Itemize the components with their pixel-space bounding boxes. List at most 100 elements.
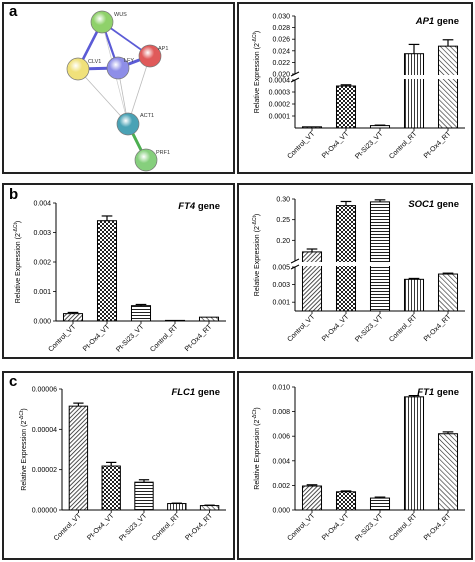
chart-title-gene: FT4: [178, 201, 196, 212]
chart-title: SOC1 gene: [408, 199, 459, 210]
bar-pt-ox4-vt: [335, 491, 357, 511]
x-tick-label: Pt-Si23_VT: [115, 323, 146, 354]
panel-c-flc1: [2, 371, 235, 560]
bar-pt-si23-vt: [130, 305, 152, 322]
x-tick-label: Pt-Ox4_VT: [86, 512, 116, 542]
y-axis-label: Relative Expression (2-ΔCt): [252, 214, 261, 296]
protein-network: WUS CLV1 LFY AP1 ACT1 PRF1: [66, 10, 170, 172]
bar-pt-si23-vt: [369, 497, 391, 511]
bar-pt-ox4-rt: [199, 505, 220, 511]
x-tick-label: Pt-Si23_VT: [354, 512, 385, 543]
axis-break-gap: [296, 262, 466, 266]
chart-title-suffix: gene: [434, 387, 459, 398]
edge-ap1-act1: [127, 55, 151, 125]
y-tick-label: 0.002: [33, 260, 51, 267]
bar-control-vt: [301, 126, 323, 129]
x-tick-label: Control_RT: [388, 130, 419, 161]
network-node-clv1: CLV1: [66, 57, 101, 81]
ft4-gene-chart: FT4 gene Relative Expression (2-ΔCt) 0.004…: [13, 201, 226, 354]
bar-control-rt: [403, 278, 425, 312]
network-node-wus: WUS: [90, 10, 127, 34]
ap1-gene-chart: AP1 gene Relative Expression (2-ΔCt) 0.030…: [252, 14, 466, 161]
chart-title-gene: FT1: [417, 387, 434, 398]
bar-pt-si23-vt: [369, 201, 391, 312]
x-tick-label: Control_VT: [53, 512, 83, 542]
chart-title-gene: SOC1: [408, 199, 434, 210]
y-tick-label: 0.010: [272, 385, 290, 392]
y-tick-label: 0.001: [272, 300, 290, 307]
panel-c-ft1: [237, 371, 473, 560]
flc1-gene-chart: FLC1 gene Relative Expression (2-ΔCt) 0.00…: [19, 387, 226, 543]
x-tick-label: Control_VT: [286, 130, 316, 160]
x-tick-label: Control_VT: [286, 313, 316, 343]
bar-pt-ox4-rt: [437, 45, 459, 129]
panel-b-ft4: [2, 183, 235, 359]
bar-control-rt: [403, 396, 425, 511]
network-node-ap1-label: AP1: [158, 46, 168, 52]
x-tick-label: Pt-Si23_VT: [354, 130, 385, 161]
x-tick-label: Pt-Ox4_VT: [82, 323, 112, 353]
y-tick-label: 0.000: [272, 508, 290, 515]
y-axis-label: Relative Expression (2-ΔCt): [19, 408, 28, 490]
network-node-act1: ACT1: [116, 112, 154, 136]
chart-title: AP1 gene: [415, 16, 459, 27]
y-tick-label: 0.0003: [269, 90, 291, 97]
y-tick-label: 0.030: [272, 14, 290, 21]
bar-control-vt: [301, 251, 323, 312]
x-tick-label: Pt-Ox4_RT: [423, 512, 453, 542]
y-tick-label: 0.000: [33, 319, 51, 326]
axis-break-mark: [290, 77, 300, 83]
bar-pt-si23-vt: [369, 125, 391, 129]
x-tick-label: Pt-Ox4_VT: [321, 512, 351, 542]
chart-title: FT1 gene: [417, 387, 459, 398]
bar-pt-ox4-rt: [437, 433, 459, 511]
bar-control-rt: [164, 319, 186, 322]
ft1-gene-chart: FT1 gene Relative Expression (2-ΔCt) 0.010…: [252, 385, 465, 543]
y-tick-label: 0.004: [272, 458, 290, 465]
network-node-lfy-circle: [106, 56, 130, 80]
panel-label-a: a: [9, 3, 18, 20]
y-tick-label: 0.00000: [32, 508, 57, 515]
axis-break-mark: [290, 71, 300, 77]
x-tick-label: Control_VT: [286, 512, 316, 542]
y-tick-label: 0.30: [276, 197, 290, 204]
network-node-ap1-circle: [138, 44, 162, 68]
x-tick-label: Pt-Si23_VT: [354, 313, 385, 344]
y-tick-label: 0.002: [272, 483, 290, 490]
y-tick-label: 0.0001: [269, 114, 291, 121]
y-tick-label: 0.25: [276, 217, 290, 224]
chart-title-suffix: gene: [434, 16, 459, 27]
axis-break-mark: [290, 264, 300, 270]
network-node-act1-circle: [116, 112, 140, 136]
axis-break-gap: [296, 75, 466, 79]
bar-pt-ox4-vt: [101, 465, 121, 511]
network-node-prf1-label: PRF1: [156, 150, 170, 156]
network-node-wus-label: WUS: [114, 12, 127, 18]
x-tick-label: Control_RT: [149, 323, 180, 354]
network-node-clv1-label: CLV1: [88, 59, 101, 65]
x-tick-label: Pt-Ox4_RT: [184, 512, 214, 542]
x-tick-label: Pt-Ox4_RT: [184, 323, 214, 353]
network-node-lfy: LFY: [106, 56, 134, 80]
y-tick-label: 0.003: [33, 230, 51, 237]
y-tick-label: 0.00002: [32, 467, 57, 474]
network-nodes: WUS CLV1 LFY AP1 ACT1 PRF1: [66, 10, 170, 172]
axis-break-mark: [290, 258, 300, 264]
bar-control-vt: [68, 405, 89, 511]
y-tick-label: 0.026: [272, 37, 290, 44]
y-tick-label: 0.0002: [269, 102, 291, 109]
y-tick-label: 0.020: [272, 72, 290, 79]
bar-control-rt: [403, 53, 425, 129]
bar-pt-ox4-vt: [96, 220, 118, 322]
y-tick-label: 0.0004: [269, 78, 291, 85]
x-tick-label: Pt-Ox4_VT: [321, 313, 351, 343]
y-tick-label: 0.008: [272, 409, 290, 416]
x-tick-label: Control_VT: [47, 323, 77, 353]
y-tick-label: 0.004: [33, 201, 51, 208]
x-tick-label: Control_RT: [388, 313, 419, 344]
y-tick-label: 0.006: [272, 434, 290, 441]
y-tick-label: 0.022: [272, 60, 290, 67]
x-tick-label: Pt-Ox4_RT: [423, 313, 453, 343]
bar-control-rt: [167, 503, 187, 511]
x-tick-label: Pt-Ox4_VT: [321, 130, 351, 160]
